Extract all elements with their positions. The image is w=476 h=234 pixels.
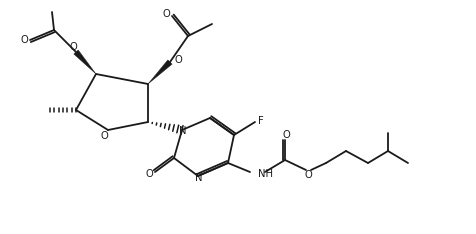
Text: O: O xyxy=(69,42,77,52)
Text: F: F xyxy=(258,116,263,126)
Text: NH: NH xyxy=(258,169,272,179)
Text: N: N xyxy=(195,173,202,183)
Text: O: O xyxy=(175,55,182,65)
Text: O: O xyxy=(162,9,169,19)
Text: O: O xyxy=(145,169,152,179)
Text: O: O xyxy=(304,170,311,180)
Polygon shape xyxy=(148,60,172,84)
Text: O: O xyxy=(20,35,28,45)
Polygon shape xyxy=(74,50,96,74)
Text: O: O xyxy=(100,131,108,141)
Text: O: O xyxy=(281,130,289,140)
Text: N: N xyxy=(179,126,187,136)
